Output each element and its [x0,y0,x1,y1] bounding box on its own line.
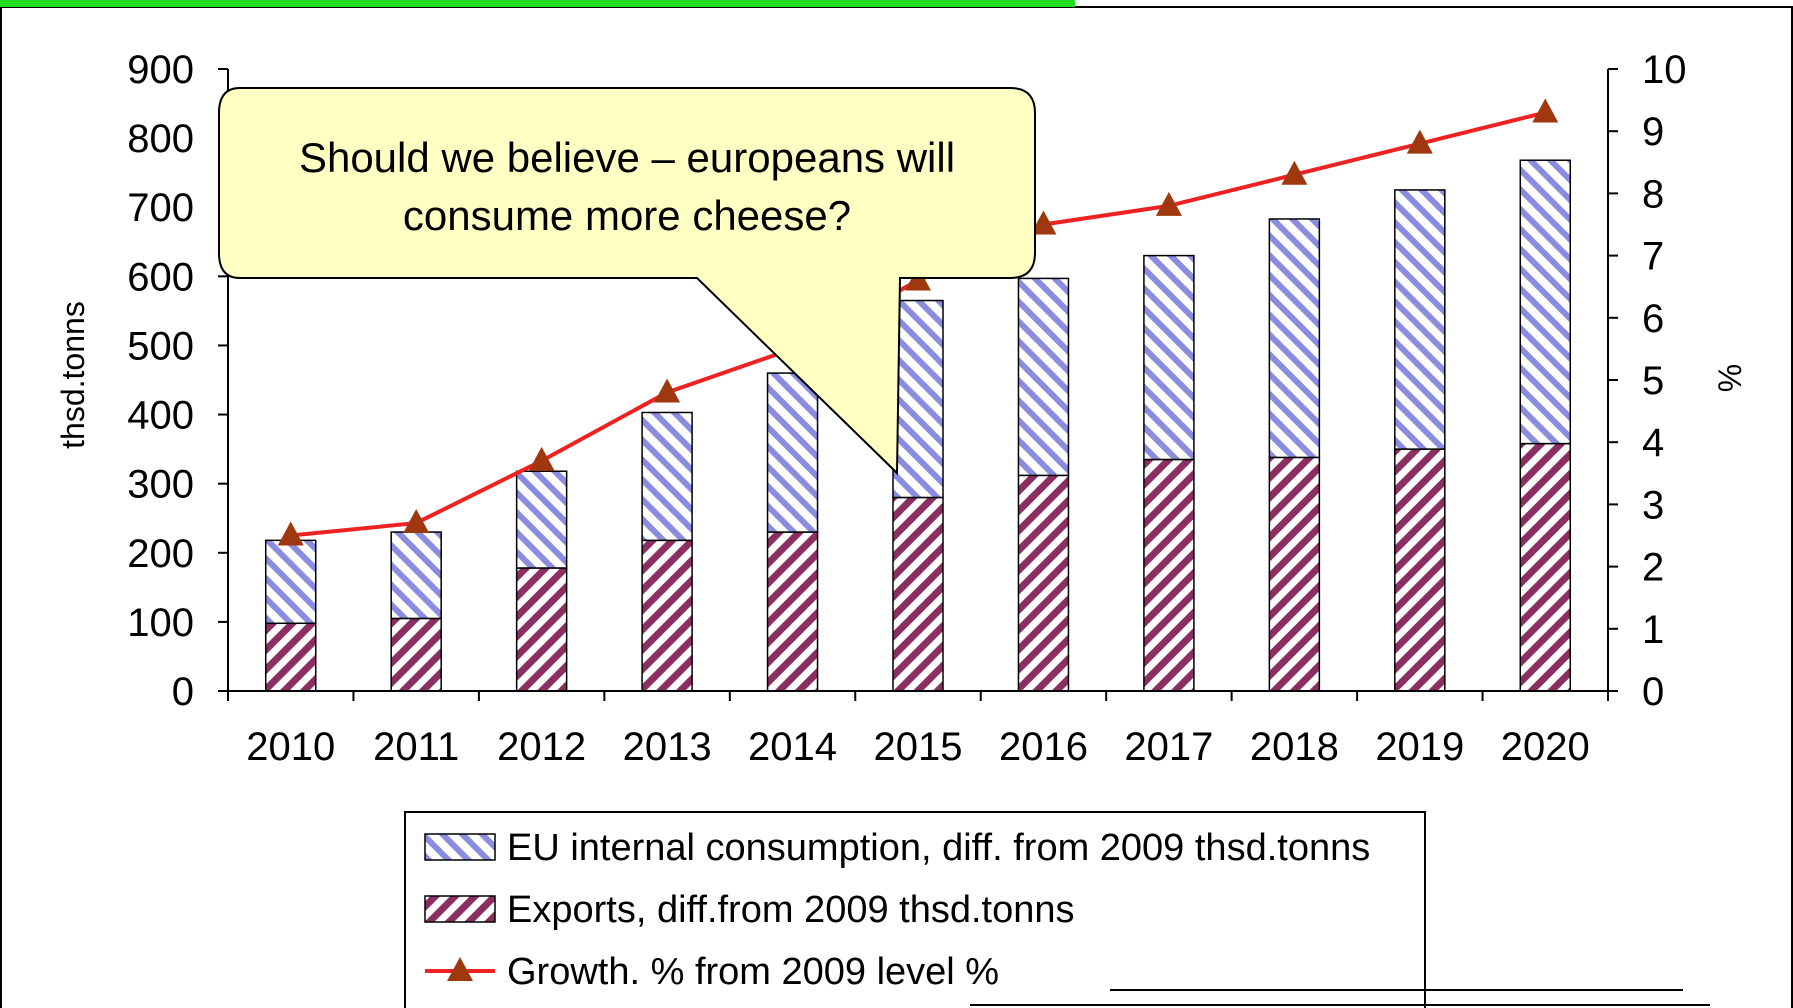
legend-swatch-0 [424,833,496,861]
plot-area: 0 100 200 300 400 500 600 700 800 900 0 1 2 3 4 5 6 7 8 9 10… [127,48,1686,769]
growth-marker-2019 [1406,129,1433,154]
x-tick-label-2012: 2012 [497,725,586,769]
bar-consumption-2019 [1394,189,1446,450]
y-tick-label-800: 800 [127,117,194,161]
x-tick-label-2016: 2016 [999,725,1088,769]
callout-bubble [218,87,1036,476]
legend: EU internal consumption, diff. from 2009… [404,811,1426,1008]
y-right-tick-label-2: 2 [1642,546,1664,590]
growth-marker-2013 [654,378,681,403]
growth-marker-2012 [528,446,555,471]
y-tick-label-500: 500 [127,324,194,368]
bar-exports-2018 [1268,456,1321,692]
y-right-tick-label-4: 4 [1642,421,1664,465]
callout: Should we believe – europeans will consu… [218,87,1036,476]
y-tick-label-100: 100 [127,601,194,645]
bar-exports-2019 [1394,448,1446,692]
legend-label-1: Exports, diff.from 2009 thsd.tonns [507,889,1075,931]
bar-exports-2017 [1143,458,1195,692]
x-tick-label-2013: 2013 [623,725,712,769]
growth-marker-2017 [1155,191,1182,216]
y-tick-label-200: 200 [127,532,194,576]
bar-consumption-2010 [264,539,317,625]
y-tick-label-300: 300 [127,463,194,507]
callout-line-2: consume more cheese? [403,192,851,239]
y-tick-label-900: 900 [127,48,194,92]
x-tick-label-2010: 2010 [246,725,335,769]
bar-consumption-2017 [1143,254,1195,461]
legend-swatch-1 [424,895,496,923]
y-right-tick-label-5: 5 [1642,359,1664,403]
x-tick-label-2017: 2017 [1124,725,1213,769]
y-tick-label-600: 600 [127,255,194,299]
y-right-tick-label-10: 10 [1642,48,1687,92]
bar-exports-2010 [264,622,317,692]
bar-consumption-2016 [1017,277,1070,477]
bar-consumption-2018 [1268,218,1321,459]
y-axis-right-title: % [1712,364,1748,392]
x-tick-label-2015: 2015 [874,725,963,769]
y-axis-title: thsd.tonns [55,301,91,449]
bar-exports-2015 [892,496,944,692]
x-tick-label-2018: 2018 [1250,725,1339,769]
bar-consumption-2011 [390,531,442,620]
y-right-tick-label-1: 1 [1642,608,1664,652]
y-right-tick-label-9: 9 [1642,110,1664,154]
bar-exports-2016 [1017,474,1070,692]
y-tick-label-0: 0 [172,670,194,714]
bar-consumption-2014 [766,372,819,533]
y-tick-label-700: 700 [127,186,194,230]
growth-marker-2016 [1030,210,1057,235]
y-right-tick-label-3: 3 [1642,483,1664,527]
bar-consumption-2012 [515,470,568,569]
x-tick-label-2011: 2011 [373,725,459,769]
bar-exports-2020 [1519,442,1572,692]
bar-consumption-2013 [641,411,693,542]
legend-box [404,811,1426,1008]
bar-consumption-2015 [892,299,944,499]
growth-marker-2011 [403,509,430,534]
callout-line-1: Should we believe – europeans will [299,134,955,181]
bar-consumption-2020 [1519,159,1572,445]
bar-exports-2011 [390,617,442,692]
y-right-tick-label-0: 0 [1642,670,1664,714]
top-green-bar [0,0,1075,7]
y-right-tick-label-6: 6 [1642,297,1664,341]
y-right-tick-label-7: 7 [1642,235,1664,279]
growth-marker-2020 [1532,98,1559,123]
legend-marker-2 [447,957,473,981]
growth-marker-2010 [277,521,304,546]
y-right-tick-label-8: 8 [1642,172,1664,216]
bar-exports-2012 [515,567,568,692]
legend-label-0: EU internal consumption, diff. from 2009… [507,827,1370,869]
bar-exports-2014 [766,531,819,692]
x-tick-label-2014: 2014 [748,725,837,769]
x-tick-label-2020: 2020 [1501,725,1590,769]
y-tick-label-400: 400 [127,394,194,438]
legend-label-2: Growth. % from 2009 level % [507,951,999,993]
x-tick-label-2019: 2019 [1375,725,1464,769]
bar-exports-2013 [641,539,693,692]
growth-marker-2018 [1281,160,1308,185]
